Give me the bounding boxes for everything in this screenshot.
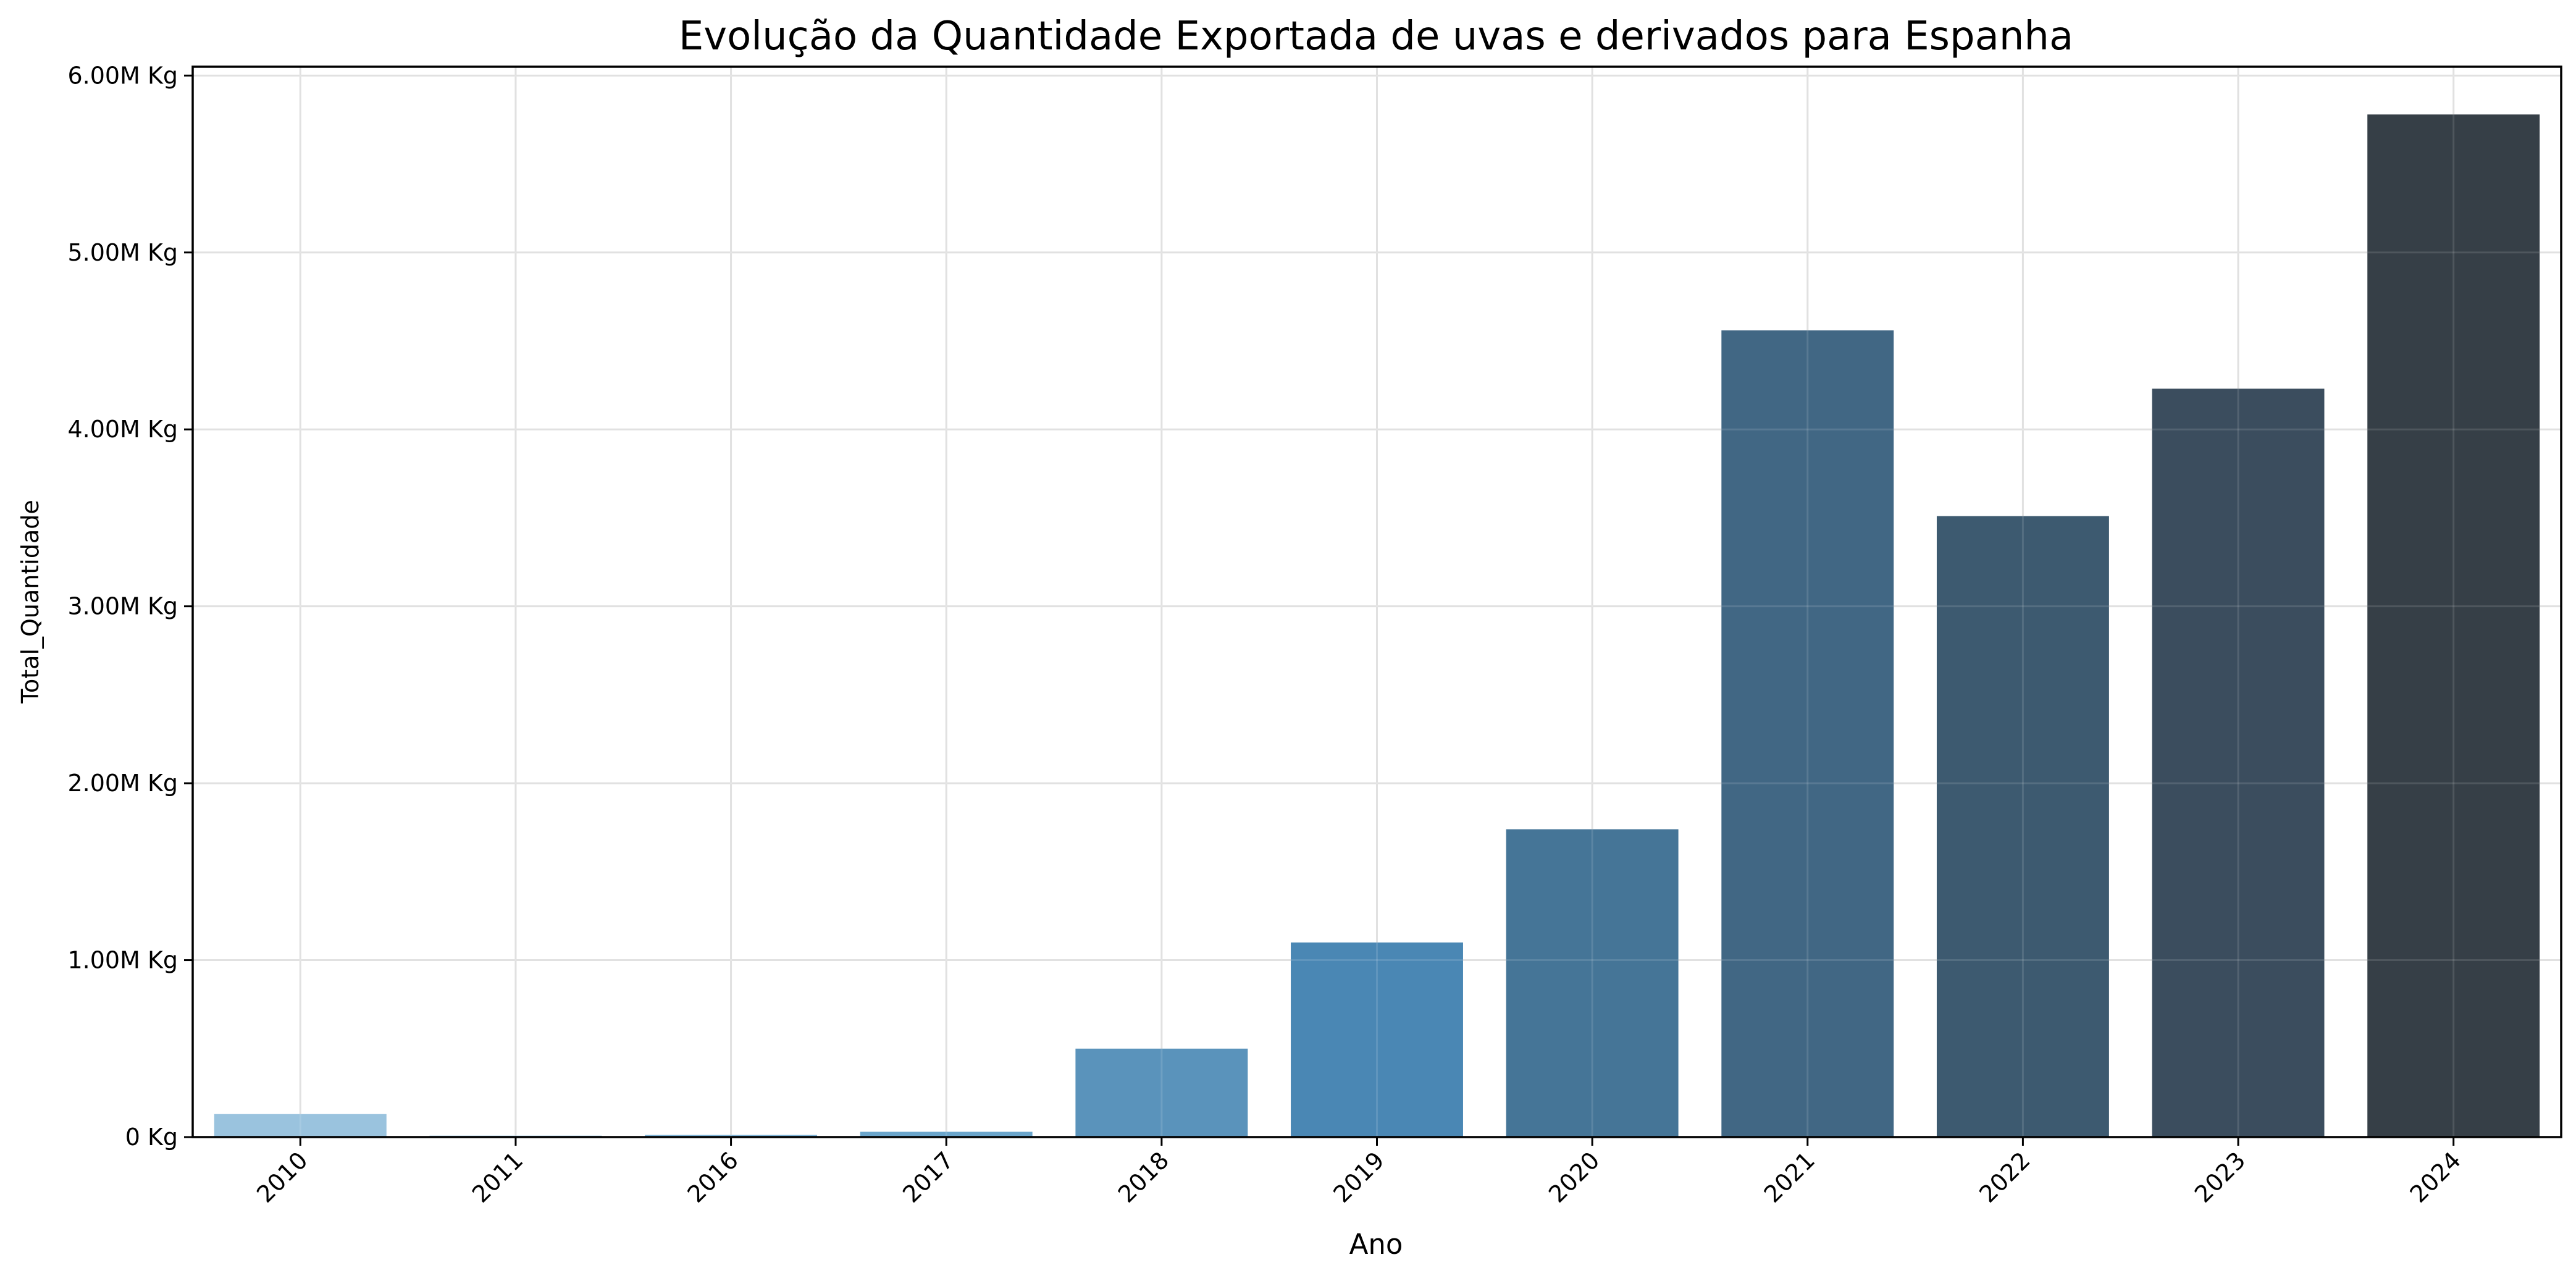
x-tick-label: 2022 bbox=[1974, 1146, 2036, 1208]
y-tick-label: 6.00M Kg bbox=[67, 62, 178, 89]
x-axis-label: Ano bbox=[1349, 1228, 1403, 1261]
chart-title: Evolução da Quantidade Exportada de uvas… bbox=[679, 14, 2073, 59]
bar-2020 bbox=[1506, 829, 1679, 1137]
y-tick-label: 2.00M Kg bbox=[67, 770, 178, 797]
y-axis-label: Total_Quantidade bbox=[17, 500, 44, 704]
x-tick-label: 2021 bbox=[1759, 1146, 1821, 1208]
x-tick-label: 2010 bbox=[251, 1146, 313, 1208]
bars bbox=[214, 114, 2540, 1138]
bar-2023 bbox=[2152, 388, 2325, 1137]
x-tick-label: 2017 bbox=[897, 1146, 959, 1208]
bar-2024 bbox=[2367, 114, 2540, 1138]
bar-2019 bbox=[1291, 942, 1463, 1137]
y-tick-label: 4.00M Kg bbox=[67, 416, 178, 443]
x-tick-label: 2024 bbox=[2405, 1146, 2467, 1208]
x-axis: 2010 2011 2016 2017 2018 2019 2020 2021 2022 2023… bbox=[251, 1137, 2466, 1208]
x-tick-label: 2016 bbox=[682, 1146, 744, 1208]
y-axis: 0 Kg 1.00M Kg 2.00M Kg 3.00M Kg 4.00M Kg 5.00… bbox=[67, 62, 193, 1151]
bar-2018 bbox=[1075, 1048, 1248, 1137]
bar-2022 bbox=[1936, 516, 2109, 1137]
bar-2010 bbox=[214, 1114, 387, 1137]
y-tick-label: 5.00M Kg bbox=[67, 239, 178, 266]
x-tick-label: 2018 bbox=[1113, 1146, 1175, 1208]
gridlines-overlay bbox=[193, 67, 2561, 1138]
y-tick-label: 1.00M Kg bbox=[67, 947, 178, 974]
x-tick-label: 2023 bbox=[2189, 1146, 2251, 1208]
x-tick-label: 2020 bbox=[1543, 1146, 1605, 1208]
x-tick-label: 2011 bbox=[467, 1146, 529, 1208]
bar-2021 bbox=[1721, 330, 1894, 1137]
y-tick-label: 0 Kg bbox=[125, 1124, 178, 1151]
bar-2017 bbox=[860, 1132, 1033, 1137]
x-tick-label: 2019 bbox=[1328, 1146, 1390, 1208]
y-tick-label: 3.00M Kg bbox=[67, 593, 178, 620]
